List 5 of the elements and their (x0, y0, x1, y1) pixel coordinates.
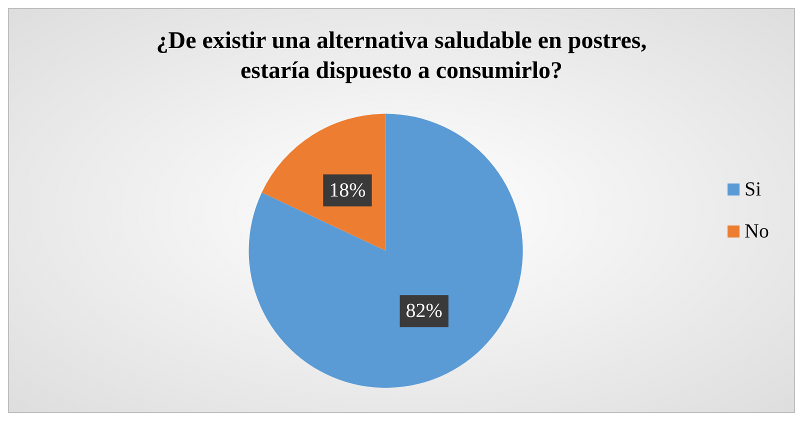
data-label: 82% (406, 300, 442, 322)
chart-title: ¿De existir una alternativa saludable en postres, estaría dispuesto a consumirlo? (156, 28, 647, 84)
legend-label: Si (744, 178, 762, 200)
legend-label: No (744, 220, 770, 242)
data-label: 18% (329, 179, 366, 202)
